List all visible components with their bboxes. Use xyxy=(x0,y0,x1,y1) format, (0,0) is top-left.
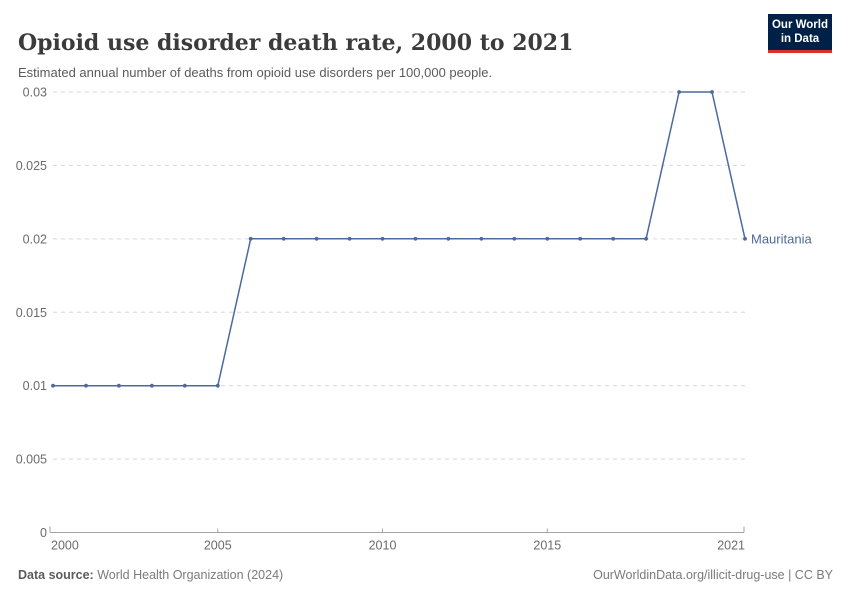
x-axis-tick-label: 2005 xyxy=(204,539,232,553)
series-line[interactable] xyxy=(52,91,746,387)
y-axis-tick-label: 0.03 xyxy=(23,86,47,100)
data-point[interactable] xyxy=(446,236,451,241)
data-point[interactable] xyxy=(479,236,484,241)
owid-link[interactable]: OurWorldinData.org/illicit-drug-use | CC… xyxy=(593,568,833,582)
data-source-label: Data source: xyxy=(18,568,94,582)
chart-subtitle: Estimated annual number of deaths from o… xyxy=(18,65,493,80)
owid-logo-line1: Our World xyxy=(771,19,828,31)
data-point[interactable] xyxy=(380,236,385,241)
y-axis-tick-label: 0.025 xyxy=(16,159,47,173)
data-point[interactable] xyxy=(644,236,648,241)
x-axis-tick-label: 2010 xyxy=(369,539,397,553)
data-point[interactable] xyxy=(215,383,220,388)
data-point[interactable] xyxy=(512,236,517,241)
data-point[interactable] xyxy=(281,236,286,241)
data-point[interactable] xyxy=(743,236,747,241)
owid-logo-line2: in Data xyxy=(780,33,820,45)
owid-logo[interactable]: Our World in Data xyxy=(768,14,832,53)
data-point[interactable] xyxy=(347,236,352,241)
chart-title: Opioid use disorder death rate, 2000 to … xyxy=(18,29,574,56)
y-axis-tick-label: 0.02 xyxy=(23,232,47,246)
data-point[interactable] xyxy=(611,236,616,241)
y-axis-tick-label: 0.005 xyxy=(16,453,47,467)
data-point[interactable] xyxy=(578,236,583,241)
y-axis-tick-label: 0.01 xyxy=(23,379,47,393)
x-axis-tick-label: 2015 xyxy=(533,539,561,553)
y-axis-tick-label: 0.015 xyxy=(16,306,47,320)
series-entity-label[interactable]: Mauritania xyxy=(751,231,812,246)
data-source-text: World Health Organization (2024) xyxy=(93,568,284,582)
data-point[interactable] xyxy=(150,383,154,388)
data-point[interactable] xyxy=(710,90,714,94)
data-point[interactable] xyxy=(51,383,55,388)
x-axis-tick-label: 2000 xyxy=(51,539,79,553)
y-axis-tick-label: 0 xyxy=(40,526,47,540)
x-axis-tick-label: 2021 xyxy=(717,539,745,553)
data-point[interactable] xyxy=(677,90,681,94)
data-point[interactable] xyxy=(248,236,253,241)
data-point[interactable] xyxy=(413,236,418,241)
data-point[interactable] xyxy=(117,383,121,388)
data-point[interactable] xyxy=(545,236,550,241)
data-point[interactable] xyxy=(84,383,88,388)
data-source-note: Data source: World Health Organization (… xyxy=(18,568,283,582)
data-point[interactable] xyxy=(182,383,187,388)
data-point[interactable] xyxy=(314,236,319,241)
